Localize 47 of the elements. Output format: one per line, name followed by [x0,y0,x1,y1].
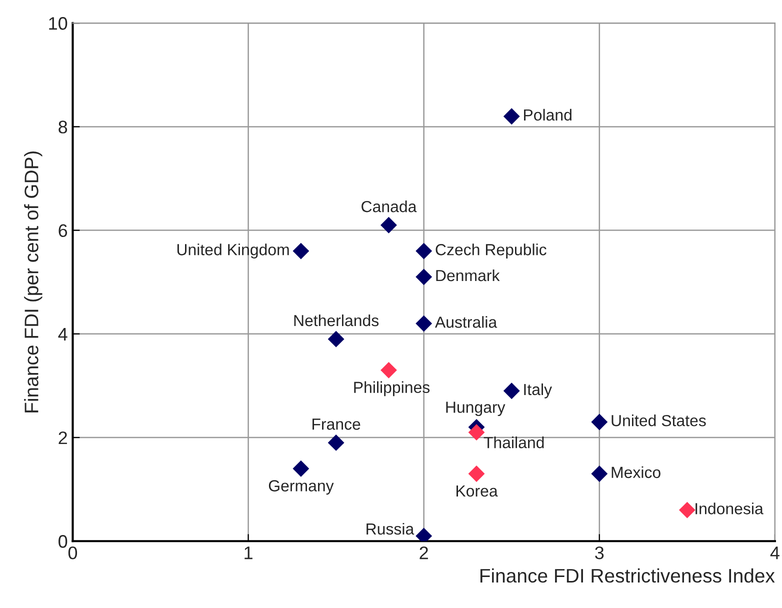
annotation: Australia [434,316,498,328]
annotation: Czech Republic [436,244,546,258]
point [416,268,432,286]
annotation: Russia [366,522,414,535]
y-tick-label: 2 [58,431,67,444]
x-tick-label: 0 [68,546,78,560]
x-tick-label: 2 [420,546,428,560]
point [678,502,696,518]
annotation: Denmark [436,269,500,282]
point [416,242,432,260]
x-tick-label: 1 [244,546,252,560]
y-tick-label: 8 [58,120,68,134]
annotation: Germany [268,480,334,495]
point [468,466,485,482]
annotation: Hungary [446,402,506,416]
point [380,216,397,234]
annotation: Mexico [612,466,660,478]
point [591,414,608,430]
point [292,460,310,477]
y-tick-label: 4 [58,328,68,340]
annotation: Poland [524,108,572,121]
point [328,434,344,451]
point [416,315,432,332]
y-axis-title: Finance FDI (per cent of GDP) [24,151,42,412]
annotation: Italy [524,383,552,398]
annotation: United States [612,414,706,426]
annotation: Indonesia [696,502,764,514]
annotation: France [312,418,360,430]
annotation: Korea [456,485,498,497]
y-tick-label: 10 [49,17,68,30]
point [591,466,608,482]
point [292,242,310,260]
annotation: Canada [362,200,417,212]
y-tick-label: 0 [58,535,68,548]
point [380,362,397,378]
point [328,330,344,348]
y-tick-label: 6 [58,224,68,238]
point [468,424,485,441]
annotation: Thailand [484,436,544,448]
annotation: Netherlands [294,314,379,326]
annotation: Philippines [354,381,430,396]
x-axis-title: Finance FDI Restrictiveness Index [480,568,775,583]
point [503,108,520,125]
annotation: United Kingdom [177,244,289,258]
x-tick-label: 4 [770,546,780,560]
point [503,382,520,400]
x-tick-label: 3 [595,546,604,560]
